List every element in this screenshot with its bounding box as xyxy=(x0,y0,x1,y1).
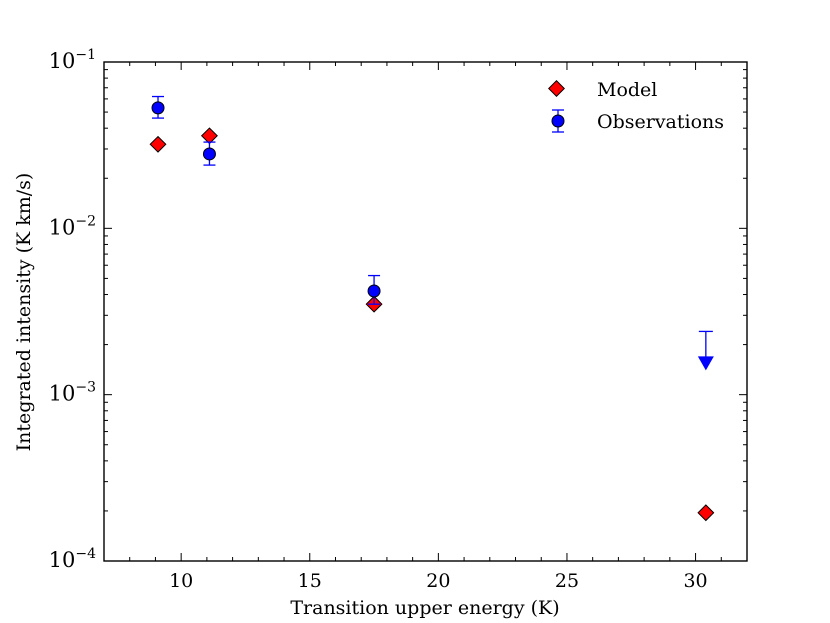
observation-point xyxy=(151,101,165,115)
model-point xyxy=(200,127,218,145)
y-tick-label: 10−2 xyxy=(49,213,96,239)
model-point xyxy=(697,504,715,522)
x-tick-label: 20 xyxy=(426,570,450,592)
legend-model-marker xyxy=(548,80,565,97)
observation-upper-limit-arrow xyxy=(697,356,714,371)
legend-observations-label: Observations xyxy=(597,111,724,133)
y-tick-label: 10−4 xyxy=(49,546,96,572)
observation-point xyxy=(367,284,381,298)
legend-entry-model: Model xyxy=(548,79,657,101)
observation-point xyxy=(202,147,216,161)
y-tick-label: 10−1 xyxy=(49,47,96,73)
y-axis-label: Integrated intensity (K km/s) xyxy=(13,173,35,452)
x-tick-label: 15 xyxy=(298,570,322,592)
x-tick-label: 30 xyxy=(683,570,707,592)
y-tick-label: 10−3 xyxy=(49,380,96,406)
x-axis-label: Transition upper energy (K) xyxy=(290,597,559,619)
legend-entry-observations: Observations xyxy=(551,109,724,133)
x-tick-label: 10 xyxy=(169,570,193,592)
legend: Model Observations xyxy=(548,79,724,133)
x-tick-label: 25 xyxy=(555,570,579,592)
model-point xyxy=(149,135,167,153)
plot-frame xyxy=(103,61,748,562)
legend-observations-marker xyxy=(551,114,565,128)
legend-model-label: Model xyxy=(597,79,657,101)
